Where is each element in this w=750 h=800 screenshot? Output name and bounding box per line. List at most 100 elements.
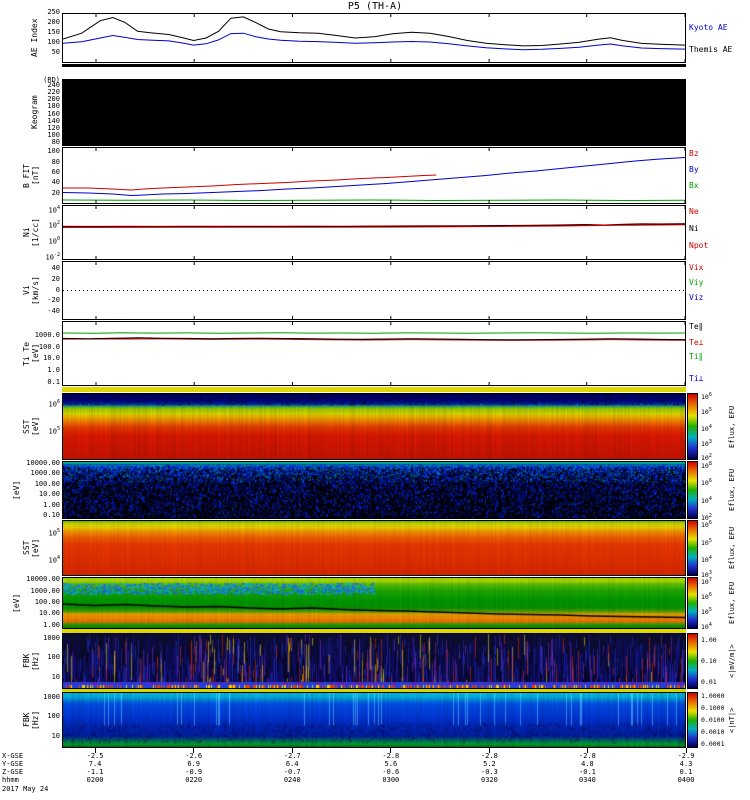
row-label-t: hhmm [2, 776, 19, 784]
colorbar-esa_ion [687, 461, 698, 519]
y-axis-tick: (RD) [43, 76, 60, 84]
colorbar-tick: 103 [701, 438, 712, 449]
date-label: 2017 May 24 [2, 785, 49, 793]
axis-label-ae: AE Index [30, 18, 39, 58]
axis-label-tite: Ti Te [22, 341, 31, 366]
panel-sst_el [62, 520, 686, 576]
separator [62, 387, 686, 392]
y-axis-tick: 104 [48, 555, 60, 565]
series-label: By [689, 165, 699, 175]
separator [62, 689, 686, 692]
colorbar-tick: 0.0100 [701, 716, 725, 724]
y-axis-tick: 1.00 [43, 620, 60, 629]
y-axis-tick: 100.00 [34, 479, 60, 488]
time-tick-marks [95, 148, 685, 203]
colorbar-fbk_e [687, 633, 698, 689]
y-axis-tick: 100 [47, 131, 60, 140]
axis-label-fbk_e: FBK [22, 653, 31, 669]
axis-label-bfit: B FIT [22, 163, 31, 188]
axis-label-esa_ion: [eV] [12, 480, 21, 500]
axis-label-fbk_e: [Hz] [31, 651, 40, 671]
x-tick-mark [488, 748, 490, 753]
y-axis-tick: 120 [47, 123, 60, 132]
panel-esa_el [62, 577, 686, 629]
axis-label-fbk_b: FBK [22, 712, 31, 728]
colorbar-sst_ion [687, 393, 698, 460]
series-Themis AE [63, 16, 685, 47]
colorbar-tick: 105 [701, 607, 712, 617]
y-axis-tick: 10000.00 [26, 458, 60, 467]
y-axis-tick: 180 [47, 102, 60, 111]
colorbar-tick: 106 [701, 520, 712, 530]
time-axis-value: -2.8 [578, 752, 596, 760]
y-axis-tick: 105 [48, 527, 60, 538]
panel-fbk_b [62, 692, 686, 748]
axis-label-sst_ion: SST [22, 419, 31, 434]
line-chart-ni [63, 206, 685, 259]
y-axis-tick: 50 [51, 48, 60, 56]
time-axis-value: -2.8 [481, 752, 498, 760]
time-axis-value: 5.6 [384, 760, 398, 768]
colorbar-tick: 104 [701, 622, 712, 632]
colorbar-unit: Eflux, EFU [728, 581, 736, 625]
y-axis-tick: 10-2 [45, 251, 60, 262]
y-axis-tick: 20 [51, 274, 60, 283]
y-axis-tick: 100.0 [38, 342, 60, 351]
series-Kyoto AE [63, 32, 685, 51]
y-axis-tick: 100 [47, 147, 60, 156]
y-axis-tick: 250 [47, 8, 60, 16]
y-axis-tick: 1000 [43, 692, 60, 701]
row-label-z: Z-GSE [2, 768, 24, 776]
y-axis-tick: 105 [48, 425, 60, 436]
panel-esa_ion [62, 461, 686, 519]
y-axis-tick: 1000.00 [30, 469, 60, 478]
time-axis-value: 0400 [677, 776, 695, 784]
spectrogram-keogram [63, 80, 685, 145]
colorbar-tick: 102 [701, 513, 712, 523]
colorbar-tick: 105 [701, 407, 712, 417]
series-label: Te∥ [689, 322, 703, 331]
colorbar-tick: 0.01 [701, 678, 717, 687]
y-axis-tick: 80 [51, 138, 60, 147]
y-axis-tick: 1000.00 [30, 586, 60, 595]
colorbar-unit: <|mV/m|> [728, 644, 736, 678]
y-axis-tick: 0.10 [43, 511, 60, 520]
colorbar-tick: 108 [701, 460, 712, 471]
y-axis-tick: 102 [48, 220, 60, 230]
time-axis-value: -0.7 [283, 768, 301, 776]
series-label: Viz [689, 292, 704, 302]
series-By [63, 157, 685, 197]
y-axis-tick: 10.0 [43, 354, 60, 363]
row-label-y: Y-GSE [2, 760, 24, 768]
y-axis-tick: 106 [48, 399, 60, 409]
y-axis-tick: 20 [51, 188, 60, 197]
row-label-x: X-GSE [2, 752, 24, 760]
time-axis-value: 0320 [481, 776, 498, 784]
time-axis-value: 6.4 [285, 760, 299, 768]
time-axis-value: 4.8 [581, 760, 594, 768]
time-tick-marks [95, 322, 685, 385]
y-axis-tick: 200 [47, 95, 60, 104]
time-axis-value: -0.3 [481, 768, 498, 776]
page-title: P5 (TH-A) [347, 1, 403, 12]
y-axis-tick: 0.1 [47, 377, 60, 386]
time-axis-value: -2.8 [382, 752, 400, 760]
series-label: Npot [689, 241, 709, 251]
series-label: Viy [689, 277, 704, 287]
colorbar-unit: <|nT|> [728, 707, 736, 733]
series-label: Ti∥ [689, 351, 703, 361]
time-axis-value: 0300 [382, 776, 400, 784]
x-tick-mark [390, 748, 392, 753]
colorbar-tick: 0.0001 [701, 739, 725, 748]
axis-label-ni: [1/cc] [31, 218, 40, 247]
axis-label-tite: [eV] [31, 343, 40, 364]
colorbar-tick: 102 [701, 452, 712, 463]
series-Te⊥ [63, 338, 685, 341]
panel-bfit [62, 147, 686, 204]
colorbar-tick: 107 [701, 577, 712, 587]
colorbar-tick: 105 [701, 537, 712, 547]
time-axis-value: -2.6 [185, 752, 203, 760]
y-axis-tick: 240 [47, 80, 60, 89]
y-axis-tick: 10 [51, 672, 60, 681]
spectrogram-fbk_e [63, 634, 685, 688]
